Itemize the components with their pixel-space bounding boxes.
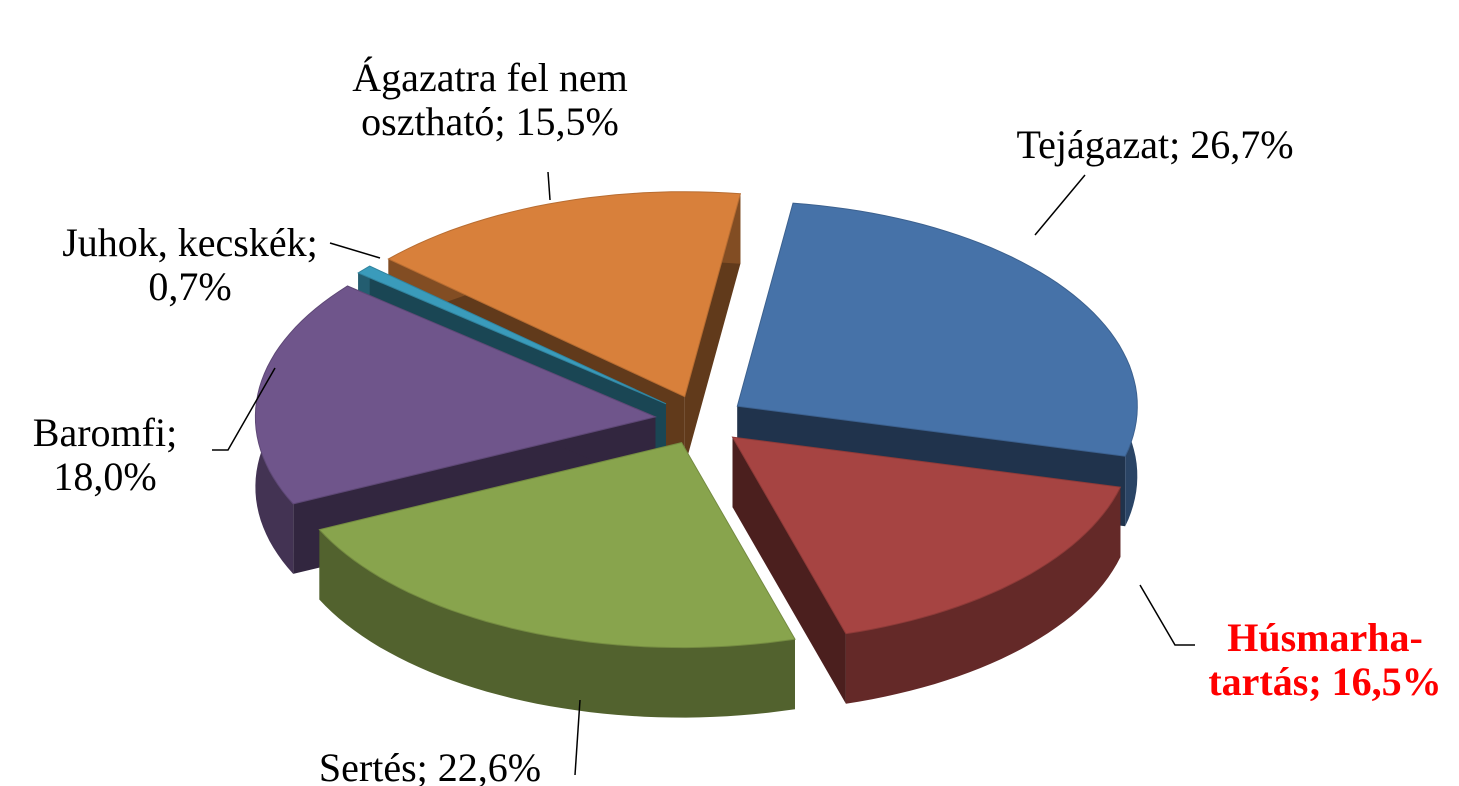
data-label: Ágazatra fel nem osztható; 15,5% (352, 55, 628, 144)
leader-line (547, 171, 551, 201)
leader-line (574, 699, 581, 776)
data-label: Baromfi; 18,0% (32, 410, 178, 499)
slice (731, 436, 1122, 635)
data-label: Tejágazat; 26,7% (1016, 122, 1294, 167)
slice-wall (845, 487, 1121, 704)
leader-line (1139, 584, 1195, 646)
leader-line (329, 242, 381, 259)
leader-line (1034, 174, 1086, 236)
leader-line (212, 367, 276, 451)
slice (357, 265, 667, 405)
slice-side (732, 437, 846, 704)
data-label: Húsmarha-tartás; 16,5% (1208, 615, 1442, 704)
slice (254, 285, 657, 505)
data-label: Juhok, kecskék; 0,7% (62, 220, 318, 309)
data-label: Sertés; 22,6% (318, 745, 542, 786)
slice-wall (319, 529, 795, 718)
slice (387, 191, 742, 398)
slice (318, 442, 796, 649)
slice (736, 202, 1138, 457)
